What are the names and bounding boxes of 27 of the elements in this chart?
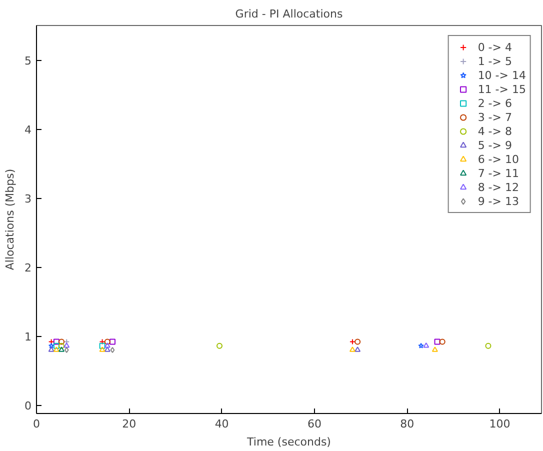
y-tick-label: 3 [24, 192, 32, 206]
x-tick-label: 60 [307, 418, 322, 430]
chart-title: Grid - PI Allocations [235, 8, 343, 20]
legend-label: 7 -> 11 [478, 166, 519, 180]
x-tick-label: 0 [33, 418, 40, 430]
legend-label: 4 -> 8 [478, 124, 512, 138]
legend-label: 0 -> 4 [478, 40, 512, 54]
x-tick-label: 40 [214, 418, 229, 430]
legend-label: 3 -> 7 [478, 110, 512, 124]
legend-label: 11 -> 15 [478, 82, 526, 96]
x-tick-label: 20 [122, 418, 136, 430]
legend-label: 2 -> 6 [478, 96, 512, 110]
x-tick-label: 100 [489, 418, 510, 430]
y-tick-label: 5 [24, 54, 32, 68]
y-tick-label: 4 [24, 124, 32, 137]
y-axis-title: Allocations (Mbps) [4, 168, 16, 270]
legend-label: 9 -> 13 [478, 194, 519, 208]
x-tick-label: 80 [400, 418, 414, 430]
legend-label: 8 -> 12 [478, 180, 519, 194]
legend-label: 1 -> 5 [478, 54, 512, 68]
y-tick-label: 1 [24, 330, 32, 344]
y-tick-label: 0 [24, 400, 32, 413]
x-axis-title: Time (seconds) [246, 436, 331, 448]
legend-label: 5 -> 9 [478, 138, 512, 152]
y-tick-label: 2 [24, 262, 32, 275]
legend-label: 10 -> 14 [478, 68, 526, 82]
legend-label: 6 -> 10 [478, 152, 519, 166]
